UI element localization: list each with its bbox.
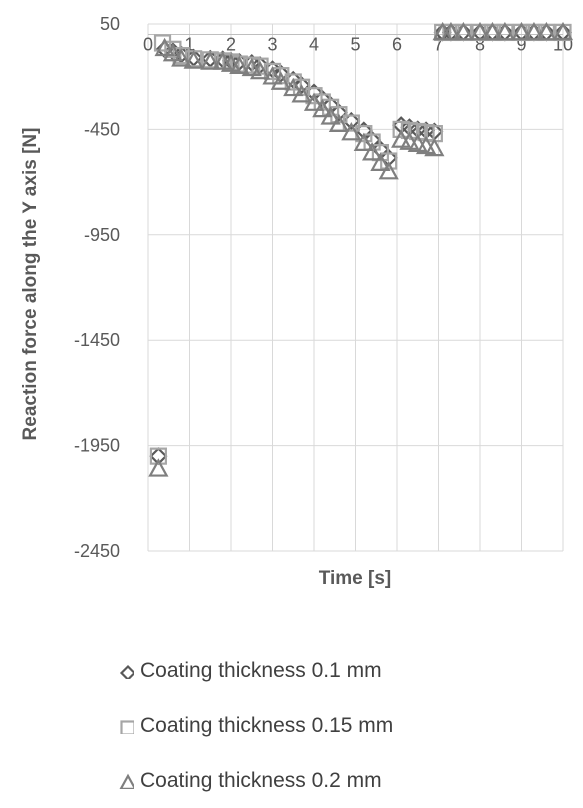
data-point-triangle [200,51,221,70]
data-point-square [153,34,172,52]
legend-label: Coating thickness 0.15 mm [140,713,394,737]
data-point-triangle [341,122,362,141]
data-point-triangle [183,50,204,69]
data-point-triangle [469,21,491,41]
x-tick-label: 1 [184,35,194,55]
data-point-triangle [312,98,333,118]
series-diamond [149,23,573,466]
legend: Coating thickness 0.1 mm Coating thicknes… [118,643,393,808]
x-axis-title: Time [s] [319,568,392,589]
x-tick-label: 8 [475,35,485,55]
data-point-triangle [303,92,325,111]
legend-marker-shape [120,719,134,734]
x-tick-label: 7 [433,35,443,55]
plot-area [148,21,574,477]
data-point-triangle [270,71,291,90]
data-point-triangle [361,142,383,161]
grid [147,23,564,552]
y-axis: 50 -450 -950 -1450 -1950 -2450 [74,14,120,561]
data-point-diamond [292,76,311,95]
data-point-triangle [440,21,462,41]
data-point-diamond [271,64,290,83]
legend-item: Coating thickness 0.15 mm [118,698,393,753]
legend-item: Coating thickness 0.2 mm [118,753,393,808]
data-point-triangle [482,21,503,41]
x-tick-label: 6 [392,35,402,55]
y-tick-label: -950 [84,225,120,245]
x-tick-label: 9 [516,35,526,55]
y-tick-label: -450 [84,119,120,139]
y-tick-label: -2450 [74,541,120,561]
data-point-triangle [370,152,391,171]
data-point-triangle [249,60,271,80]
data-point-triangle [424,137,445,157]
data-point-triangle [494,21,516,41]
y-axis-title: Reaction force along the Y axis [N] [20,128,41,441]
x-tick-label: 5 [350,35,360,55]
legend-label: Coating thickness 0.1 mm [140,658,382,682]
data-point-triangle [148,458,169,477]
y-tick-label: -1950 [74,436,120,456]
data-point-triangle [171,48,192,67]
x-tick-label: 0 [143,35,153,55]
data-point-triangle [552,21,574,41]
legend-marker-shape [119,773,134,789]
data-point-triangle [328,113,350,132]
legend-label: Coating thickness 0.2 mm [140,768,382,792]
data-point-triangle [241,57,262,77]
data-point-triangle [229,55,250,75]
y-tick-label: 50 [100,14,120,34]
x-tick-label: 2 [226,35,236,55]
data-point-triangle [162,42,184,62]
data-point-triangle [523,21,545,41]
legend-item: Coating thickness 0.1 mm [118,643,393,698]
x-tick-label: 3 [267,35,277,55]
data-point-triangle [536,21,557,41]
data-point-triangle [511,21,532,41]
y-tick-label: -1450 [74,330,120,350]
data-point-triangle [154,37,175,57]
series-triangle [148,21,574,477]
data-point-diamond [329,103,348,122]
legend-diamond-icon [119,664,134,679]
series-square [149,23,572,465]
data-point-triangle [453,21,474,41]
data-point-square [149,447,167,465]
data-point-triangle [378,161,399,180]
legend-triangle-icon [119,773,134,789]
chart: 0 1 2 3 4 5 6 7 8 9 10 50-450-950-1450-1950-2450 R… [20,14,574,589]
data-point-triangle [283,77,304,97]
data-point-triangle [262,66,283,85]
data-point-triangle [291,84,312,103]
legend-square-icon [120,719,134,734]
data-point-triangle [353,132,374,151]
legend-marker-shape [119,664,134,679]
x-tick-label: 4 [309,35,319,55]
data-point-triangle [320,106,341,125]
